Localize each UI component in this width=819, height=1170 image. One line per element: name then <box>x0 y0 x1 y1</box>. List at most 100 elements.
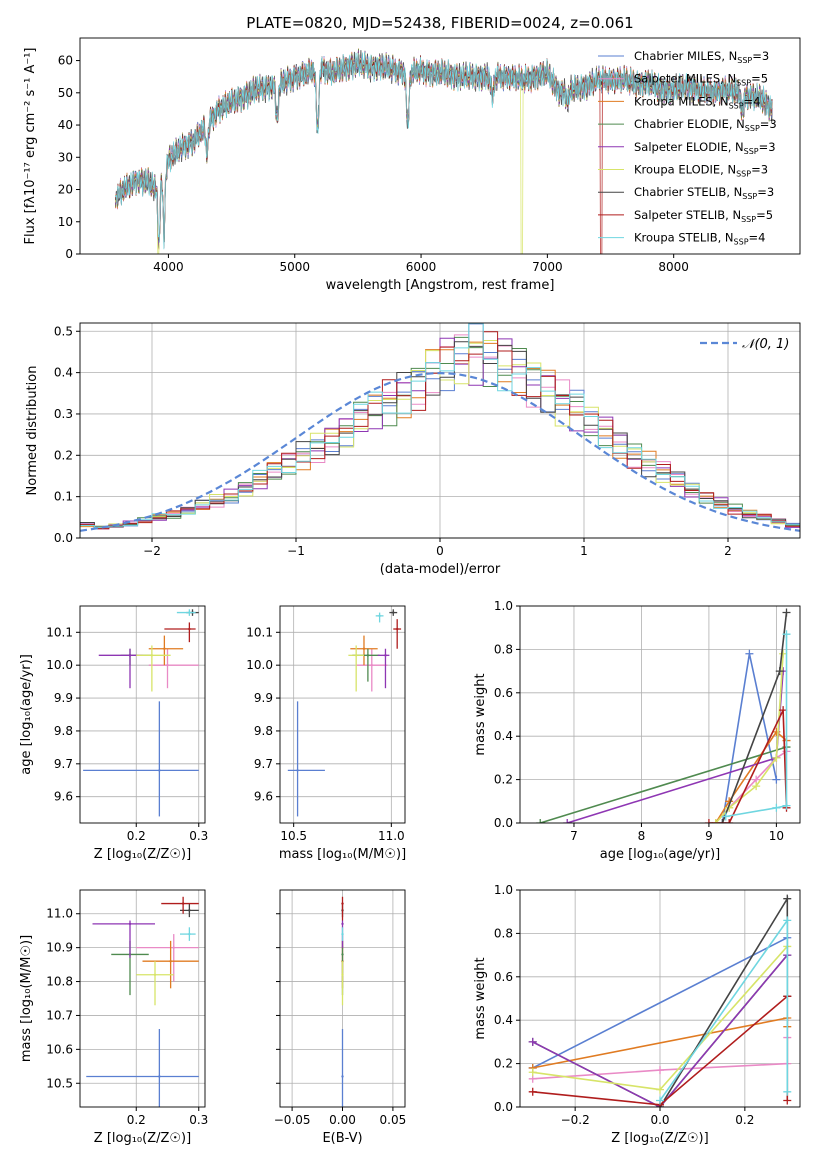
panel-age_vs_mass: 10.5 11.0 9.6 9.7 9.8 9.9 10.0 10.1 mass [log₁₀(… <box>246 605 406 862</box>
point-kroupa-elodie <box>150 654 154 657</box>
x-tick-label: 0 <box>436 544 444 558</box>
x-tick-label: 9 <box>705 829 713 843</box>
y-tick-label: 0.0 <box>54 531 73 545</box>
x-tick-label: 7 <box>570 829 578 843</box>
y-tick-label: 0.2 <box>54 448 73 462</box>
line-kroupa-stelib <box>725 634 788 818</box>
x-tick-label: 5000 <box>279 260 310 274</box>
legend-entry: Salpeter STELIB, NSSP=5 <box>634 208 773 224</box>
marker-plus <box>752 782 761 791</box>
plot-area <box>83 609 199 817</box>
plot-area <box>536 608 791 823</box>
x-axis-label: Z [log₁₀(Z/Z☉)] <box>94 1131 191 1146</box>
marker-plus <box>782 801 791 810</box>
x-axis-label: wavelength [Angstrom, rest frame] <box>326 278 555 293</box>
y-tick-label: 9.6 <box>254 790 273 804</box>
y-axis-label: age [log₁₀(age/yr)] <box>19 654 34 775</box>
legend-n-label: , N <box>728 140 744 154</box>
point-kroupa-elodie <box>153 973 157 976</box>
legend-n-subscript: SSP <box>734 238 749 247</box>
y-tick-label: 10.8 <box>46 975 73 989</box>
x-tick-label: 0.05 <box>380 1113 407 1127</box>
legend-n-label: , N <box>720 163 736 177</box>
axes-frame <box>79 605 206 824</box>
marker-plus <box>718 819 727 823</box>
y-tick-label: 9.8 <box>54 724 73 738</box>
point-chabrier-stelib <box>392 611 395 614</box>
line-salpeter-stelib <box>708 709 788 823</box>
marker-plus <box>782 608 791 617</box>
marker-plus <box>725 819 734 823</box>
line-kroupa-stelib <box>659 917 789 1101</box>
x-tick-label: 10 <box>769 829 784 843</box>
marker-plus <box>536 819 545 823</box>
point-chabrier-miles <box>158 1075 161 1078</box>
legend-series-name: Salpeter STELIB <box>634 208 725 222</box>
legend-nssp: 5 <box>766 208 773 222</box>
y-tick-label: 0.8 <box>494 926 513 940</box>
y-tick-label: 9.9 <box>254 691 273 705</box>
panel-age_vs_Z: 0.2 0.3 9.6 9.7 9.8 9.9 10.0 10.1 Z [log₁₀(Z/Z☉)… <box>19 605 208 862</box>
y-tick-label: 1.0 <box>494 883 513 897</box>
y-tick-label: 1.0 <box>494 599 513 613</box>
legend-n-subscript: SSP <box>736 170 751 179</box>
line-salpeter-elodie <box>532 954 788 1107</box>
legend-n-label: , N <box>713 94 729 108</box>
point-salpeter-elodie <box>128 654 132 657</box>
spectrum-line <box>115 51 773 250</box>
legend-n-subscript: SSP <box>729 101 744 110</box>
x-tick-label: 6000 <box>406 260 437 274</box>
legend-eq: = <box>757 185 767 199</box>
y-tick-label: 10.7 <box>46 1008 73 1022</box>
point-salpeter-miles <box>166 663 169 667</box>
x-tick-label: 1 <box>580 544 588 558</box>
x-axis-label: (data-model)/error <box>380 562 501 577</box>
line-chabrier-stelib <box>721 612 788 823</box>
legend-eq: = <box>749 231 759 245</box>
legend-nssp: 4 <box>758 231 765 245</box>
legend-n-subscript: SSP <box>745 124 760 133</box>
marker-plus <box>775 667 784 676</box>
plot-area <box>287 609 402 817</box>
x-tick-label: 8000 <box>658 260 689 274</box>
y-tick-label: 0.4 <box>54 366 73 380</box>
marker-plus <box>528 1087 537 1096</box>
panel-mass_vs_Z: 0.2 0.3 10.5 10.6 10.7 10.8 10.9 11.0 Z [log₁₀(Z… <box>19 889 208 1146</box>
legend-n-subscript: SSP <box>742 192 757 201</box>
y-tick-label: 30 <box>58 150 73 164</box>
legend-n-label: , N <box>721 49 737 63</box>
legend-eq: = <box>756 208 766 222</box>
legend-entry: Salpeter MILES, NSSP=5 <box>634 72 768 88</box>
point-kroupa-stelib <box>188 932 191 936</box>
legend-entry: Chabrier STELIB, NSSP=3 <box>634 185 774 201</box>
y-tick-label: 0.2 <box>494 773 513 787</box>
x-tick-label: 0.2 <box>735 1113 754 1127</box>
point-salpeter-stelib <box>341 902 344 905</box>
y-tick-label: 9.7 <box>254 757 273 771</box>
marker-plus <box>745 649 754 658</box>
point-salpeter-stelib <box>395 627 399 631</box>
y-tick-label: 10.1 <box>246 625 273 639</box>
point-chabrier-elodie <box>366 654 370 657</box>
marker-plus <box>783 916 792 925</box>
axes-frame <box>79 889 206 1108</box>
marker-plus <box>711 819 720 823</box>
line-chabrier-miles <box>721 653 778 823</box>
legend-eq: = <box>759 140 769 154</box>
marker-plus <box>721 812 730 821</box>
x-tick-label: 0.00 <box>329 1113 356 1127</box>
x-axis-label: age [log₁₀(age/yr)] <box>600 847 721 862</box>
legend-eq: = <box>751 72 761 86</box>
line-chabrier-elodie <box>539 746 787 823</box>
y-axis-label: Normed distribution <box>25 366 40 496</box>
marker-plus <box>704 819 713 823</box>
x-axis-label: E(B-V) <box>322 1131 362 1146</box>
line-chabrier-stelib <box>659 895 789 1107</box>
y-tick-label: 20 <box>58 183 73 197</box>
point-salpeter-stelib <box>188 627 191 631</box>
x-tick-label: 8 <box>638 829 646 843</box>
point-kroupa-elodie <box>341 973 344 976</box>
legend-nssp: 5 <box>761 72 768 86</box>
legend-series-name: Kroupa STELIB <box>634 231 718 245</box>
